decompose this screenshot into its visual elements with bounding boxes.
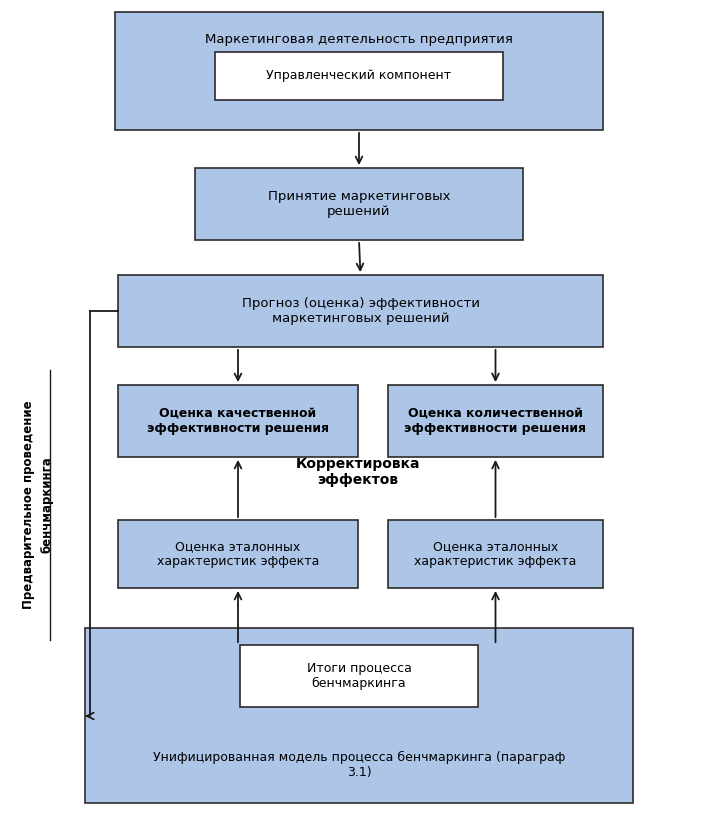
Bar (240, 645, 478, 707)
Text: Итоги процесса
бенчмаркинга: Итоги процесса бенчмаркинга (307, 662, 412, 690)
Text: Оценка эталонных
характеристик эффекта: Оценка эталонных характеристик эффекта (414, 540, 576, 568)
Text: Управленческий компонент: Управленческий компонент (267, 70, 452, 82)
Bar (195, 168, 523, 240)
Bar (215, 52, 503, 100)
Bar (115, 12, 603, 130)
Text: Прогноз (оценка) эффективности
маркетинговых решений: Прогноз (оценка) эффективности маркетинг… (242, 297, 480, 325)
Text: Принятие маркетинговых
решений: Принятие маркетинговых решений (267, 190, 450, 218)
Bar (118, 520, 358, 588)
Text: Оценка качественной
эффективности решения: Оценка качественной эффективности решени… (147, 407, 329, 435)
Bar (388, 385, 603, 457)
Text: Маркетинговая деятельность предприятия: Маркетинговая деятельность предприятия (205, 33, 513, 47)
Text: Оценка количественной
эффективности решения: Оценка количественной эффективности реше… (404, 407, 587, 435)
Bar (118, 275, 603, 347)
Text: Корректировка
эффектов: Корректировка эффектов (295, 457, 420, 487)
Text: Унифицированная модель процесса бенчмаркинга (параграф
3.1): Унифицированная модель процесса бенчмарк… (153, 751, 565, 779)
Text: Предварительное проведение
бенчмаркинга: Предварительное проведение бенчмаркинга (22, 401, 54, 609)
Text: Оценка эталонных
характеристик эффекта: Оценка эталонных характеристик эффекта (157, 540, 319, 568)
Bar (388, 520, 603, 588)
Bar (85, 628, 633, 803)
Bar (118, 385, 358, 457)
